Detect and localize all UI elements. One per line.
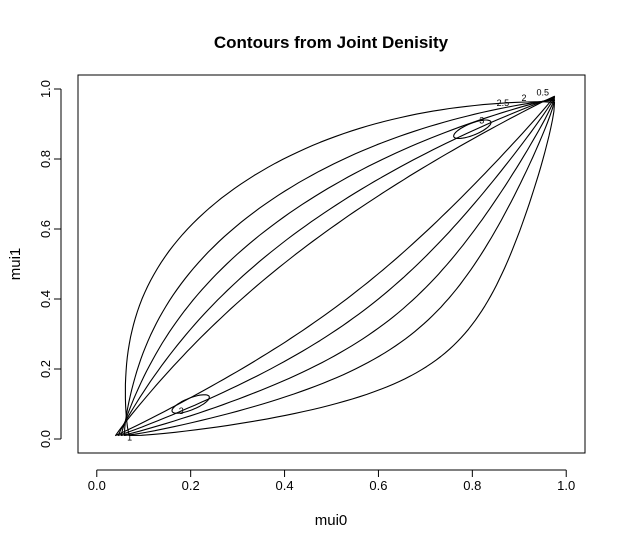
x-axis: 0.0 0.2 0.4 0.6 0.8 1.0 xyxy=(88,469,575,493)
contour-label: 1 xyxy=(127,432,132,442)
contour-label: 2 xyxy=(521,93,526,103)
contour-level-3 xyxy=(453,119,492,140)
contour-labels: 0.5 2 2.5 3 3 1 xyxy=(127,88,549,443)
contour-level-1 xyxy=(123,99,556,437)
contour-lines xyxy=(115,95,556,437)
x-tick-label: 0.4 xyxy=(276,478,294,493)
contour-label: 2.5 xyxy=(497,98,510,108)
x-tick-label: 0.8 xyxy=(463,478,481,493)
contour-level-3 xyxy=(171,394,210,414)
x-tick-label: 0.0 xyxy=(88,478,106,493)
y-tick-label: 0.4 xyxy=(38,290,53,308)
plot-frame xyxy=(77,74,586,454)
contour-level-0-5 xyxy=(124,101,556,437)
y-tick-label: 0.6 xyxy=(38,220,53,238)
y-tick-label: 0.8 xyxy=(38,150,53,168)
y-tick-label: 0.0 xyxy=(38,430,53,448)
x-tick-label: 1.0 xyxy=(557,478,575,493)
contour-label: 3 xyxy=(479,116,484,126)
y-tick-label: 0.2 xyxy=(38,360,53,378)
contour-label: 0.5 xyxy=(536,88,549,98)
contour-label: 3 xyxy=(179,406,184,416)
x-tick-label: 0.2 xyxy=(182,478,200,493)
y-axis-label: mui1 xyxy=(7,248,24,281)
contour-level-2 xyxy=(117,96,556,437)
contour-level-2-5 xyxy=(115,95,556,437)
contour-level-1-5 xyxy=(120,98,556,437)
x-axis-label: mui0 xyxy=(315,512,348,529)
y-tick-label: 1.0 xyxy=(38,80,53,98)
chart-title: Contours from Joint Denisity xyxy=(214,33,449,52)
y-axis: 0.0 0.2 0.4 0.6 0.8 1.0 xyxy=(38,80,62,448)
x-tick-label: 0.6 xyxy=(369,478,387,493)
